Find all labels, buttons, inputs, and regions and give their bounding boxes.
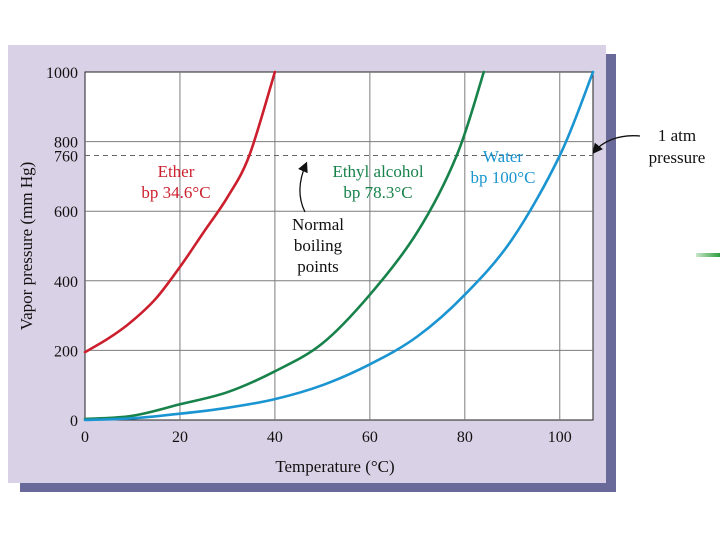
annotation-line-3: points	[297, 257, 339, 276]
y-tick-label: 800	[54, 135, 78, 152]
ether-name-label: Ether	[158, 162, 195, 181]
y-tick-label: 760	[54, 149, 78, 166]
ethanol-bp-label: bp 78.3°C	[343, 183, 412, 202]
water-curve	[83, 70, 595, 422]
curves	[83, 70, 595, 422]
ether-curve	[83, 70, 277, 354]
x-tick-label: 60	[362, 429, 378, 446]
ethyl-alcohol-curve	[83, 70, 486, 421]
atm-arrow	[592, 135, 641, 155]
annotation-arrow	[298, 161, 308, 213]
atm-label-line-1: 1 atm	[658, 126, 696, 145]
y-tick-label: 600	[54, 204, 78, 221]
x-axis-label: Temperature (°C)	[275, 457, 394, 476]
y-tick-label: 0	[70, 413, 78, 430]
x-tick-label: 40	[267, 429, 283, 446]
slide-accent-line	[696, 253, 720, 257]
x-tick-label: 0	[81, 429, 89, 446]
water-name-label: Water	[483, 147, 523, 166]
ether-bp-label: bp 34.6°C	[141, 183, 210, 202]
y-tick-label: 400	[54, 274, 78, 291]
x-tick-label: 100	[548, 429, 572, 446]
y-tick-label: 200	[54, 343, 78, 360]
y-tick-label: 1000	[46, 65, 78, 82]
x-tick-label: 20	[172, 429, 188, 446]
x-tick-label: 80	[457, 429, 473, 446]
water-bp-label: bp 100°C	[471, 168, 536, 187]
y-axis-label: Vapor pressure (mm Hg)	[17, 162, 36, 331]
ethanol-name-label: Ethyl alcohol	[332, 162, 423, 181]
atm-label-line-2: pressure	[649, 148, 706, 167]
annotation-line-2: boiling	[294, 236, 343, 255]
annotation-line-1: Normal	[292, 215, 344, 234]
